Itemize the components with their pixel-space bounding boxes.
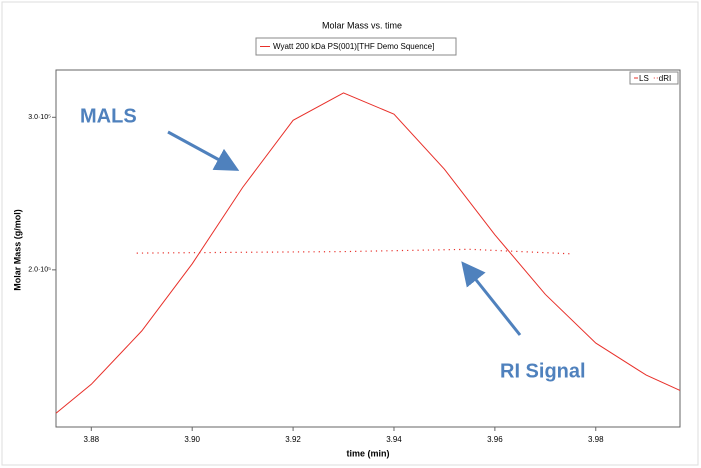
- arrow: [461, 261, 522, 336]
- legend-label: dRI: [659, 74, 671, 83]
- y-tick-label: 2.0·10⁵: [28, 267, 51, 274]
- annotation: MALS: [80, 105, 137, 127]
- legend-title: Wyatt 200 kDa PS(001)[THF Demo Squence]: [273, 42, 434, 51]
- x-tick-label: 3.94: [386, 435, 402, 444]
- x-axis-label: time (min): [346, 448, 389, 458]
- legend-box: [255, 37, 457, 56]
- x-tick-label: 3.90: [184, 435, 200, 444]
- x-tick-label: 3.96: [487, 435, 503, 444]
- x-tick-label: 3.98: [588, 435, 604, 444]
- x-tick-label: 3.88: [84, 435, 100, 444]
- chart-title: Molar Mass vs. time: [322, 20, 402, 30]
- legend-label: LS: [639, 74, 649, 83]
- y-tick-label: 3.0·10⁵: [28, 114, 51, 121]
- x-tick-label: 3.92: [285, 435, 301, 444]
- annotation: RI Signal: [500, 360, 586, 382]
- line-series: [55, 92, 681, 414]
- plot-area: [55, 69, 681, 428]
- y-axis-label: Molar Mass (g/mol): [12, 209, 22, 291]
- arrow: [167, 130, 240, 171]
